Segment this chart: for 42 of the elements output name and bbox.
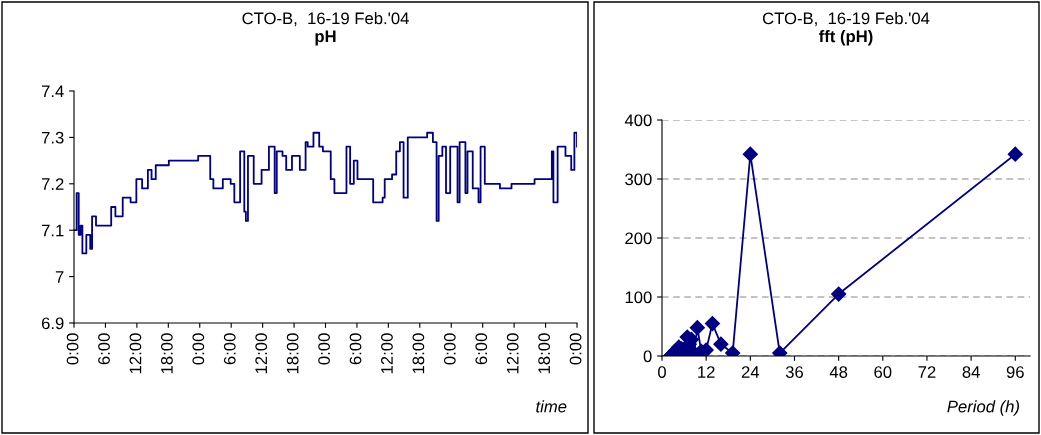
x-tick-label: 6:00 (223, 333, 236, 365)
x-tick-label: 18:00 (412, 333, 425, 374)
y-tick-label: 7.2 (41, 178, 64, 190)
x-tick-label: 0:00 (318, 333, 330, 365)
x-tick-label: 12:00 (506, 333, 519, 374)
x-tick-label: 0:00 (192, 333, 205, 365)
y-tick-label: 6.9 (41, 317, 64, 330)
x-tick-label: 12:00 (129, 333, 142, 374)
x-tick-label: 12:00 (381, 333, 393, 374)
chart-subtitle: pH (315, 30, 336, 46)
chart-subtitle: fft (pH) (818, 30, 873, 46)
x-tick-label: 18:00 (160, 333, 173, 374)
y-tick-label: 300 (625, 173, 652, 186)
y-tick-label: 100 (625, 291, 652, 304)
y-tick-label: 7.4 (41, 85, 64, 98)
x-tick-label: 18:00 (286, 333, 299, 374)
x-tick-label: 12:00 (255, 333, 268, 374)
chart-title: CTO-B, 16-19 Feb.'04 (242, 12, 409, 27)
x-tick-label: 36 (785, 366, 804, 378)
x-tick-label: 24 (741, 366, 760, 378)
x-tick-label: 0:00 (66, 333, 79, 365)
x-tick-label: 72 (918, 366, 936, 378)
x-tick-label: 6:00 (98, 333, 110, 365)
x-tick-label: 0:00 (443, 333, 456, 365)
y-tick-label: 400 (624, 114, 652, 127)
x-tick-label: 0 (658, 366, 666, 378)
x-tick-label: 96 (1006, 366, 1024, 378)
y-tick-label: 7.1 (41, 224, 64, 237)
x-tick-label: 0:00 (569, 333, 582, 365)
chart-title: CTO-B, 16-19 Feb.'04 (762, 12, 930, 27)
x-tick-label: 18:00 (538, 333, 551, 374)
x-tick-label: 6:00 (349, 333, 362, 365)
x-axis-title: Period (h) (947, 400, 1020, 416)
x-axis-title: time (536, 400, 567, 413)
y-tick-label: 200 (625, 232, 652, 245)
y-tick-label: 7.3 (41, 131, 64, 144)
x-tick-label: 6:00 (475, 333, 488, 365)
x-tick-label: 60 (874, 366, 892, 378)
y-tick-label: 7 (55, 271, 64, 283)
x-tick-label: 12 (698, 366, 715, 378)
x-tick-label: 48 (829, 366, 848, 378)
x-tick-label: 84 (962, 366, 980, 378)
